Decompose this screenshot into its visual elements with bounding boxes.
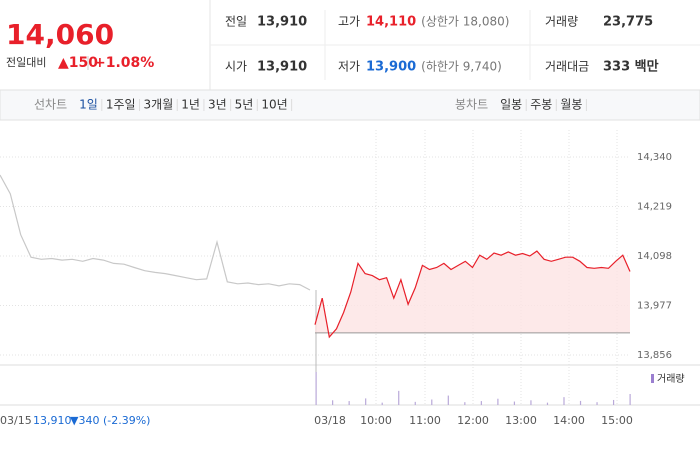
tab[interactable]: 월봉 [560,98,582,112]
volume-bar [480,401,482,405]
stat-label: 거래대금 [545,60,589,74]
volume-bar [530,400,532,405]
tab-group-label: 선차트 [34,98,67,112]
stat-value: 13,910 [257,60,307,75]
tab[interactable]: 5년 [235,98,254,112]
x-tick-label: 03/15 [0,414,32,427]
volume-bar [315,372,317,405]
volume-bar [513,401,516,405]
tab[interactable]: 1일 [79,98,98,112]
stat-value: 14,110 [366,15,416,30]
x-tick-label: 03/18 [314,414,346,427]
volume-bar [629,394,631,405]
x-tick-label: 14:00 [553,414,585,427]
price: 14,060 [6,18,114,51]
stat-value: 23,775 [603,15,653,30]
tab[interactable]: 주봉 [530,98,552,112]
tab[interactable]: 1주일 [106,98,136,112]
x-tick-label: 12:00 [457,414,489,427]
footer-change: ▼340 (-2.39%) [70,414,150,427]
volume-bar [431,399,433,405]
volume-bar [381,402,383,405]
volume-bar [447,395,449,405]
x-tick-label: 10:00 [360,414,392,427]
y-tick-label: 13,977 [637,301,672,312]
area-fill [315,251,630,337]
stat-label: 저가 [338,60,360,74]
x-tick-label: 11:00 [409,414,441,427]
x-tick-label: 15:00 [601,414,633,427]
y-tick-label: 14,098 [637,251,672,262]
volume-bar [546,402,549,405]
y-tick-label: 14,219 [637,202,672,213]
volume-bar [398,390,400,405]
tab[interactable]: 3개월 [144,98,174,112]
volume-bar [497,398,499,405]
legend-swatch [651,374,654,383]
price-line [314,250,631,339]
volume-bar [332,400,334,405]
tab-group-label: 봉차트 [455,98,488,112]
stat-label: 시가 [225,60,247,74]
stat-note: (하한가 9,740) [421,60,502,74]
y-tick-label: 13,856 [637,350,672,361]
legend-label: 거래량 [657,373,685,385]
tab[interactable]: 1년 [181,98,200,112]
volume-bar [464,402,466,405]
volume-bar [596,402,598,405]
volume-bar [414,401,416,405]
volume-bar [612,399,615,405]
stat-label: 거래량 [545,15,578,29]
y-tick-label: 14,340 [637,152,672,163]
change-pct: +1.08% [94,55,154,71]
stat-value: 13,910 [257,15,307,30]
price-line [0,174,311,291]
x-tick-label: 13:00 [505,414,537,427]
tab[interactable]: 3년 [208,98,227,112]
tab[interactable]: 10년 [261,98,287,112]
change-label: 전일대비 [6,55,46,69]
stat-value: 13,900 [366,60,416,75]
stat-label: 전일 [225,15,247,29]
volume-bar [579,400,582,405]
tab-bar [0,89,700,121]
stat-label: 고가 [338,15,360,29]
volume-bar [365,398,367,405]
footer-prev: 13,910 [33,414,72,427]
change: ▲150 [58,55,98,71]
volume-bar [348,401,350,405]
volume-bar [563,397,565,405]
stat-note: (상한가 18,080) [421,15,509,29]
stat-value: 333 백만 [603,59,659,75]
tab[interactable]: 일봉 [500,98,522,112]
